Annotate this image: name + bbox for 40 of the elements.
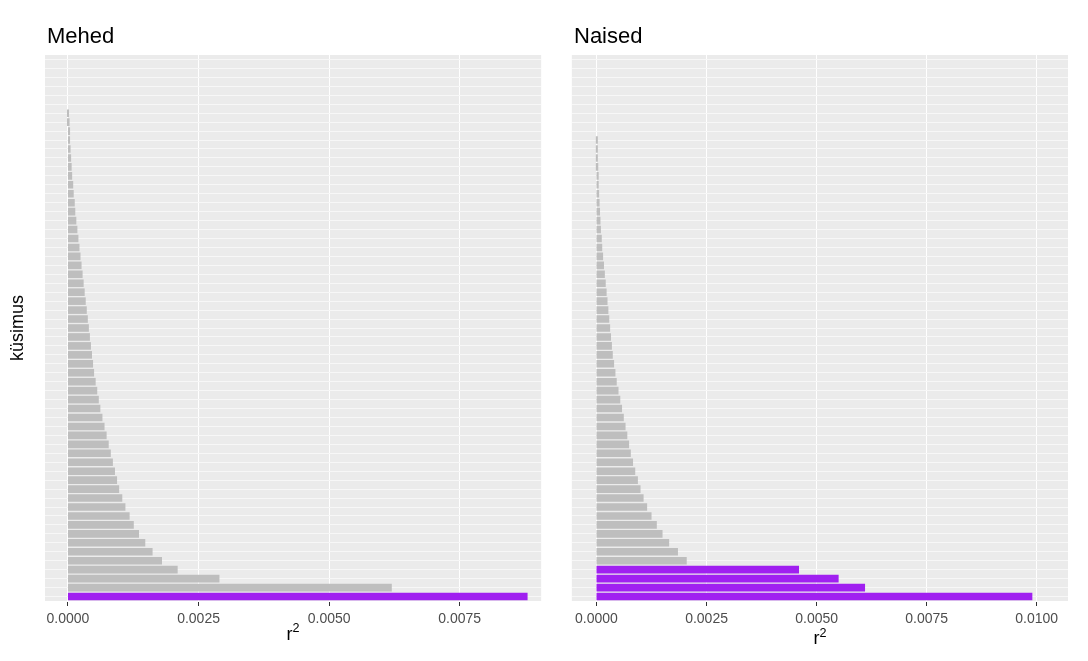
bar (596, 234, 602, 243)
bar (67, 413, 103, 422)
bar (596, 404, 623, 413)
bar (596, 413, 624, 422)
bar (67, 583, 392, 592)
x-tick-label: 0.0075 (905, 609, 949, 626)
bar (596, 592, 1033, 601)
x-tick-label: 0.0100 (1015, 609, 1059, 626)
x-tick-label: 0.0075 (438, 609, 482, 626)
bar (67, 422, 105, 431)
chart-title: Naised (574, 23, 643, 48)
bar (596, 583, 866, 592)
x-tick-label: 0.0050 (795, 609, 839, 626)
x-tick-label: 0.0025 (685, 609, 729, 626)
bar (67, 252, 81, 261)
y-axis-title: küsimus (7, 294, 28, 362)
bar (67, 440, 109, 449)
bar (67, 395, 99, 404)
bar (67, 574, 220, 583)
bar (596, 440, 630, 449)
bar (596, 243, 603, 252)
bar (596, 207, 601, 216)
bar (67, 592, 528, 601)
bar (596, 225, 601, 234)
x-tick-label: 0.0000 (575, 609, 619, 626)
chart-title: Mehed (47, 23, 115, 48)
bar (596, 252, 604, 261)
bar (67, 431, 107, 440)
bar (596, 431, 628, 440)
x-tick-label: 0.0000 (46, 609, 90, 626)
bar (596, 565, 800, 574)
x-tick-label: 0.0050 (307, 609, 351, 626)
bar (596, 574, 839, 583)
x-axis-title: r$^{2}$ (813, 625, 827, 649)
bar (67, 404, 101, 413)
bar (596, 216, 601, 225)
x-tick-label: 0.0025 (177, 609, 221, 626)
bar (596, 395, 621, 404)
bar (596, 422, 626, 431)
x-axis-title: r$^{2}$ (286, 621, 300, 644)
